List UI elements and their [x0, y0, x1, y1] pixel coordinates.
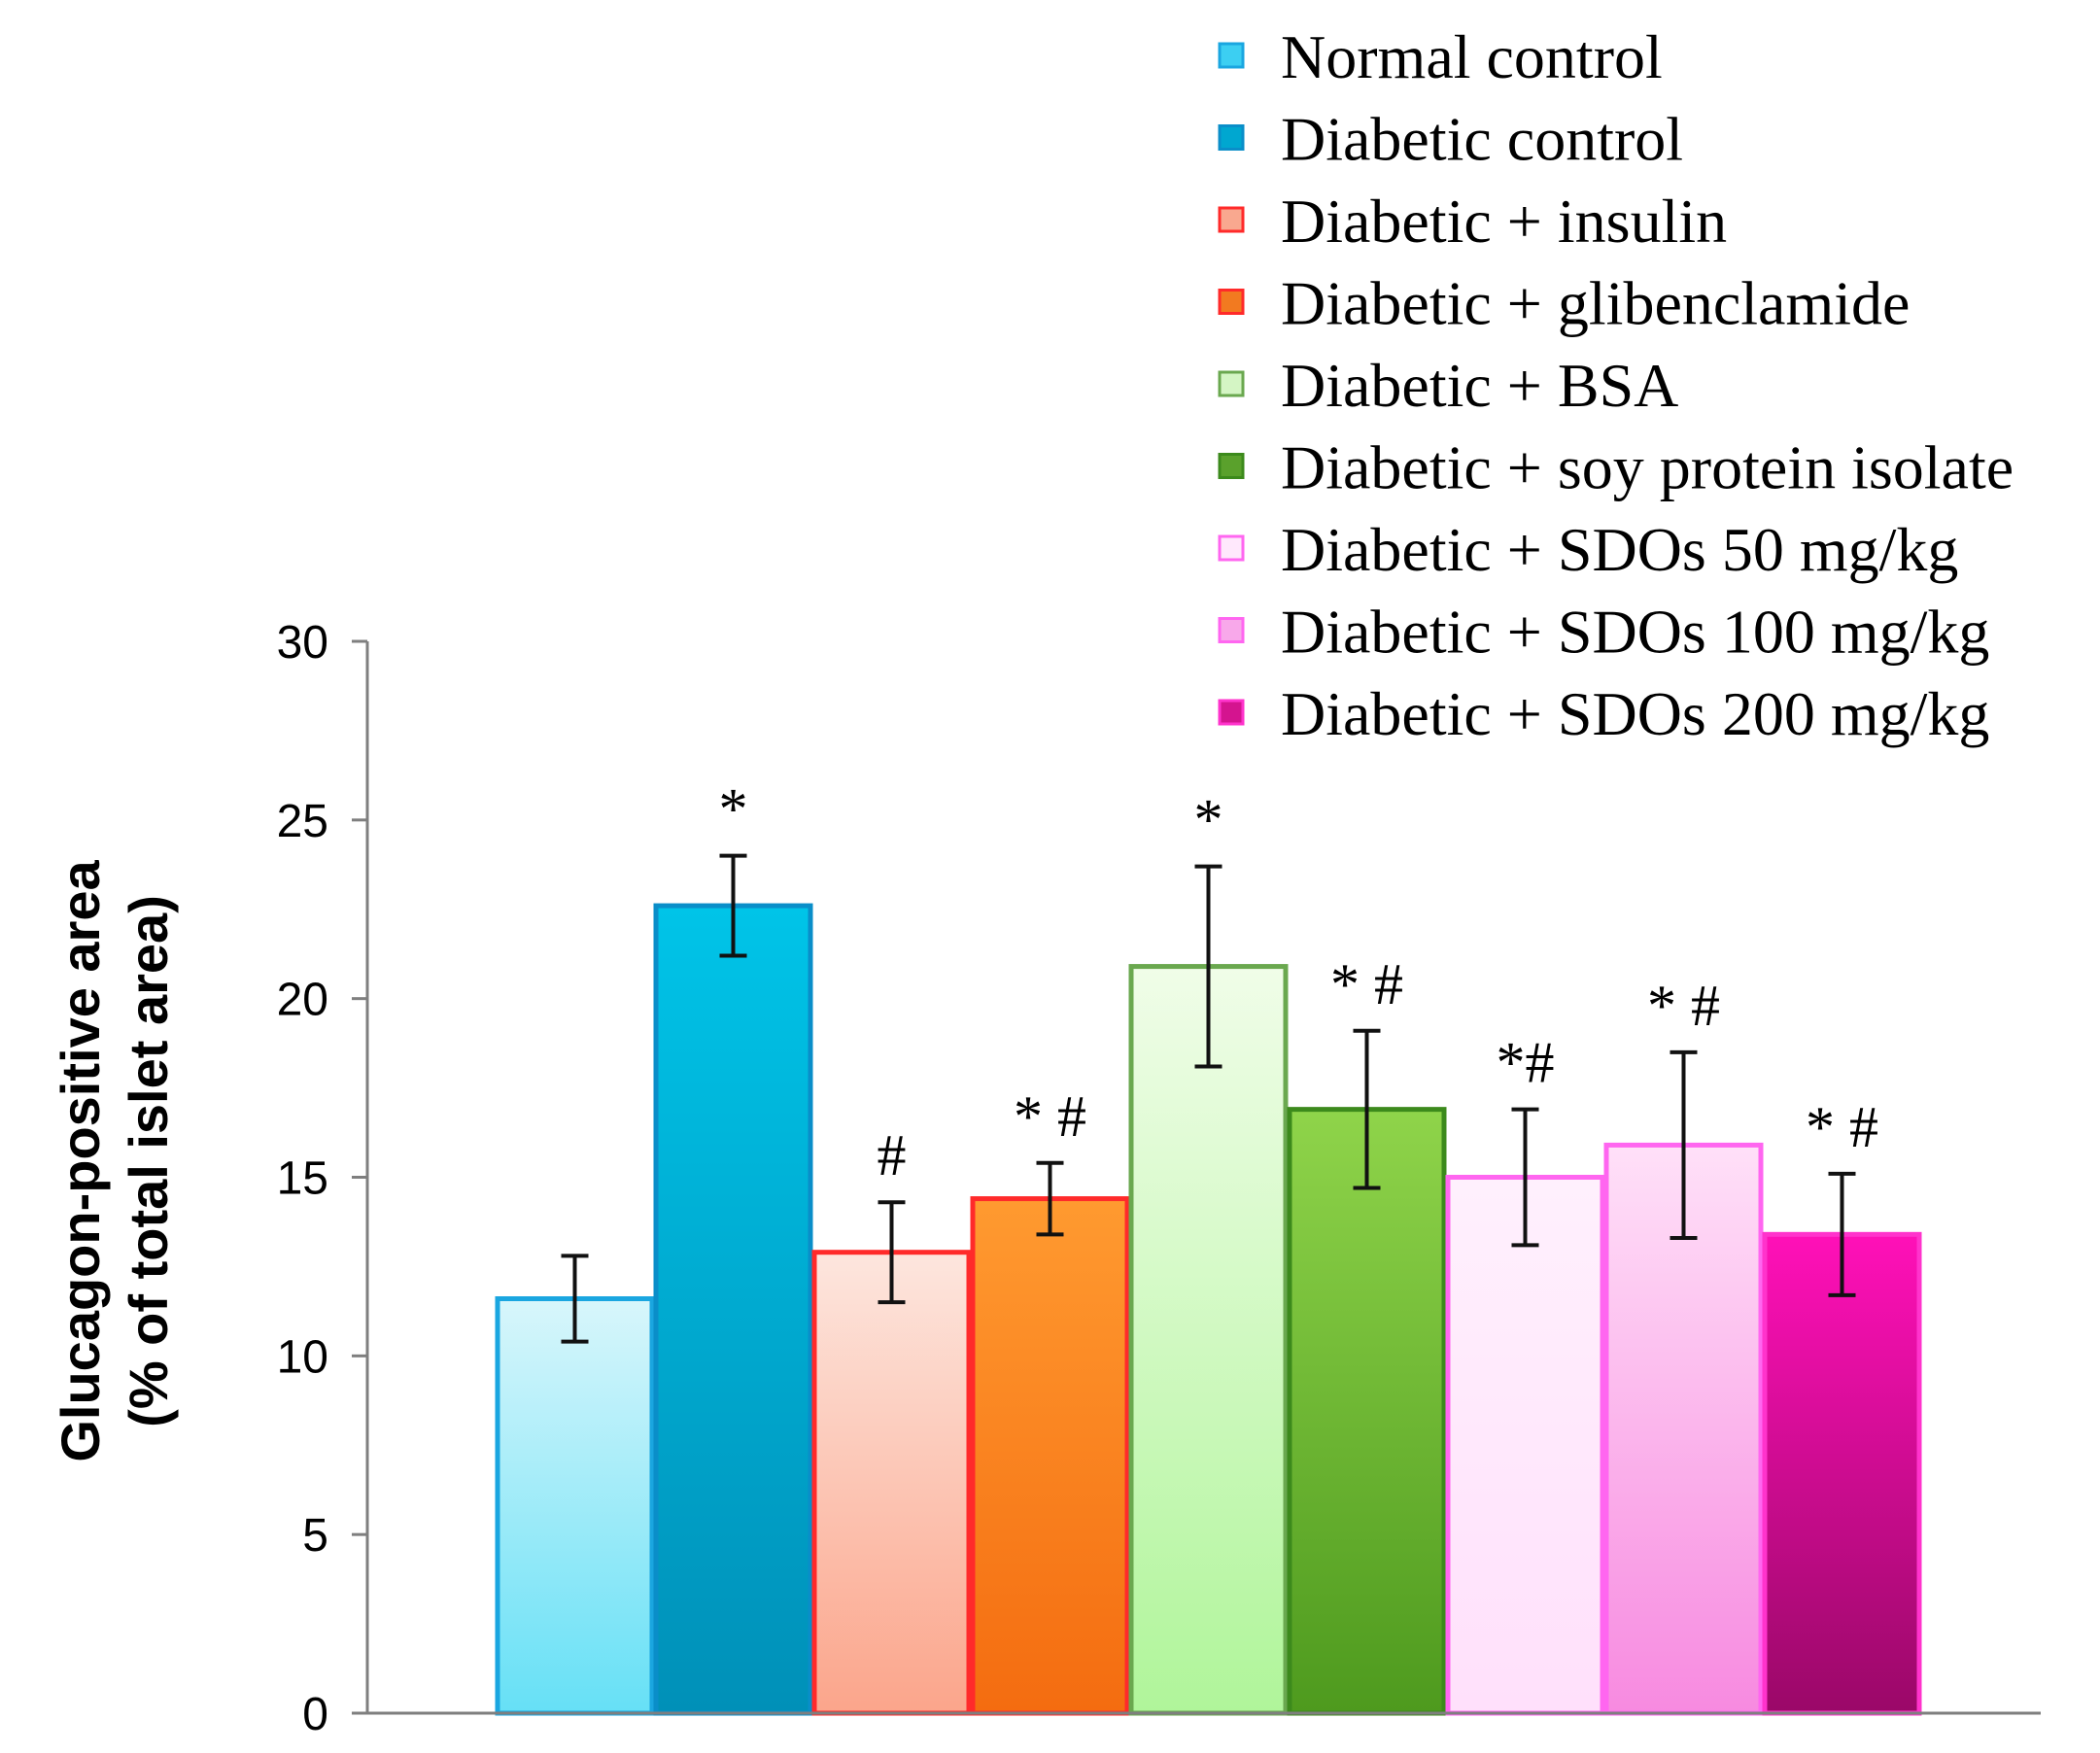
error-bar	[1353, 1028, 1381, 1190]
legend-label: Diabetic + SDOs 50 mg/kg	[1281, 515, 1958, 584]
y-tick-label: 0	[302, 1689, 328, 1740]
y-tick-label: 15	[277, 1153, 328, 1205]
bars	[495, 903, 1922, 1716]
error-bar	[561, 1254, 589, 1344]
legend-item: Diabetic + glibenclamide	[1218, 269, 1910, 338]
legend-swatch	[1218, 124, 1245, 151]
legend: Normal control Diabetic control Diabetic +…	[1218, 22, 2014, 748]
y-axis-label-line2: (% of total islet area)	[118, 895, 179, 1427]
legend-swatch	[1218, 617, 1245, 643]
significance-label: *	[719, 777, 748, 842]
legend-swatch	[1218, 453, 1245, 479]
error-bar	[1194, 864, 1222, 1069]
bar	[970, 1196, 1130, 1716]
annotations: *#* #** #*#* #* #	[719, 777, 1879, 1188]
legend-label: Diabetic + soy protein isolate	[1281, 433, 2014, 502]
significance-label: * #	[1330, 952, 1403, 1016]
legend-item: Diabetic + insulin	[1218, 187, 1727, 256]
error-bar	[1670, 1049, 1698, 1241]
bar	[1762, 1231, 1922, 1716]
significance-label: *	[1194, 788, 1223, 852]
significance-label: * #	[1647, 974, 1720, 1038]
bar	[1445, 1175, 1605, 1716]
significance-label: #	[878, 1123, 907, 1187]
legend-item: Diabetic + SDOs 100 mg/kg	[1218, 598, 1989, 667]
legend-label: Diabetic + SDOs 200 mg/kg	[1281, 679, 1989, 748]
y-axis-label: Glucagon-positive area	[50, 860, 111, 1462]
error-bars	[561, 853, 1856, 1344]
legend-label: Normal control	[1281, 22, 1663, 91]
error-bar	[1511, 1107, 1539, 1248]
significance-label: * #	[1014, 1084, 1086, 1149]
bar	[811, 1250, 972, 1716]
y-tick-label: 25	[277, 796, 328, 847]
y-axis: 0 5 10 15 20 25 30	[277, 617, 369, 1740]
legend-label: Diabetic + insulin	[1281, 187, 1727, 256]
legend-swatch	[1218, 699, 1245, 726]
bar	[1128, 964, 1289, 1716]
y-tick-label: 10	[277, 1331, 328, 1383]
bar	[495, 1296, 655, 1716]
legend-swatch	[1218, 289, 1245, 315]
legend-swatch	[1218, 206, 1245, 233]
error-bar	[719, 853, 747, 958]
legend-label: Diabetic + SDOs 100 mg/kg	[1281, 598, 1989, 667]
legend-item: Diabetic + soy protein isolate	[1218, 433, 2014, 502]
legend-item: Diabetic + SDOs 50 mg/kg	[1218, 515, 1958, 584]
legend-swatch	[1218, 42, 1245, 69]
legend-item: Diabetic + SDOs 200 mg/kg	[1218, 679, 1989, 748]
legend-item: Diabetic control	[1218, 105, 1683, 174]
legend-item: Normal control	[1218, 22, 1663, 91]
legend-swatch	[1218, 370, 1245, 397]
error-bar	[1828, 1171, 1856, 1297]
y-tick-label: 20	[277, 975, 328, 1026]
y-tick-label: 30	[277, 617, 328, 669]
error-bar	[1036, 1160, 1064, 1237]
significance-label: *#	[1497, 1031, 1555, 1095]
legend-item: Diabetic + BSA	[1218, 351, 1678, 420]
legend-swatch	[1218, 534, 1245, 562]
significance-label: * #	[1806, 1095, 1878, 1159]
bar	[1287, 1107, 1447, 1716]
legend-label: Diabetic + BSA	[1281, 351, 1678, 420]
y-tick-label: 5	[302, 1510, 328, 1562]
legend-label: Diabetic + glibenclamide	[1281, 269, 1910, 338]
bar	[653, 903, 813, 1716]
legend-label: Diabetic control	[1281, 105, 1683, 174]
error-bar	[878, 1200, 906, 1305]
